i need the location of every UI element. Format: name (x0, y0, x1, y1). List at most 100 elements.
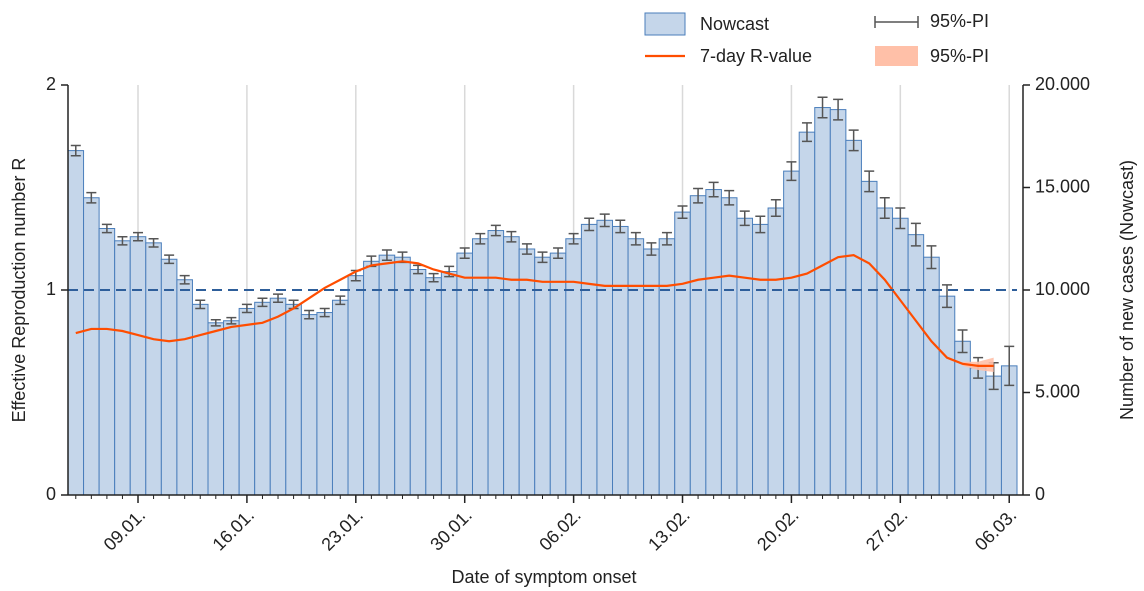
bar (440, 271, 458, 496)
legend-swatch (644, 12, 686, 36)
bar (814, 107, 831, 496)
error-bar (490, 224, 501, 237)
bar (378, 254, 396, 496)
bar (300, 314, 318, 496)
x-tick-label: 09.01. (100, 505, 150, 555)
bar (363, 260, 380, 496)
y2-tick-label: 10.000 (1035, 279, 1090, 299)
bar (845, 139, 862, 496)
bar (347, 275, 365, 496)
error-bar (770, 199, 781, 217)
bar (316, 312, 333, 496)
error-bar (677, 205, 688, 219)
error-bar (910, 222, 921, 247)
error-bar (615, 219, 626, 234)
y2-tick-label: 15.000 (1035, 176, 1090, 196)
error-bar (739, 210, 750, 227)
error-bar (786, 161, 797, 182)
error-bar (864, 170, 875, 193)
bar (160, 258, 178, 496)
bar (503, 236, 520, 496)
bar (720, 197, 738, 496)
error-bar (319, 307, 330, 318)
bar (767, 207, 785, 496)
y-tick-label: 1 (46, 279, 56, 299)
error-bar (148, 238, 159, 248)
error-bar (335, 295, 346, 306)
bar (67, 150, 85, 496)
error-bar (117, 235, 128, 246)
error-bar (195, 299, 206, 310)
error-bar (257, 297, 268, 308)
x-tick-label: 13.02. (644, 505, 694, 555)
error-bar (133, 231, 144, 242)
x-tick-label: 16.01. (209, 505, 259, 555)
y-tick-label: 0 (46, 484, 56, 504)
bar (612, 225, 629, 496)
legend-swatch (875, 46, 918, 66)
legend-label: Nowcast (700, 14, 769, 34)
bar (736, 217, 754, 496)
bar (829, 109, 847, 496)
bar (752, 223, 769, 496)
error-bar (568, 232, 579, 245)
x-axis-label: Date of symptom onset (451, 567, 636, 587)
x-tick-label: 20.02. (753, 505, 803, 555)
error-bar (226, 316, 237, 325)
error-bar (879, 197, 890, 219)
error-bar (101, 223, 112, 234)
error-bar (693, 187, 704, 204)
error-bar (755, 215, 766, 234)
bar (923, 256, 940, 496)
error-bar (506, 230, 517, 243)
legend-label: 7-day R-value (700, 46, 812, 66)
error-bar (1004, 345, 1015, 387)
error-bar (833, 98, 844, 121)
bar (907, 234, 925, 496)
r-line (75, 254, 994, 367)
bar (627, 238, 645, 496)
error-bar (210, 318, 221, 327)
error-bar (273, 293, 284, 304)
bar (876, 207, 894, 496)
bar (674, 211, 691, 496)
bar (969, 367, 987, 496)
bar (487, 230, 505, 496)
error-bar (304, 309, 315, 320)
error-bar (164, 254, 175, 265)
error-bar (179, 274, 190, 285)
bar (518, 248, 536, 496)
legend-errorbar (874, 16, 919, 28)
error-bar (428, 272, 439, 283)
error-bar (848, 129, 859, 152)
bar (176, 279, 193, 496)
error-bar (801, 122, 812, 143)
error-bar (941, 284, 952, 309)
error-bar (817, 96, 828, 119)
error-bar (444, 265, 455, 278)
bar (783, 170, 800, 496)
error-bar (475, 232, 486, 245)
y2-axis-label: Number of new cases (Nowcast) (1117, 160, 1137, 420)
y-tick-label: 2 (46, 74, 56, 94)
bar (705, 189, 722, 496)
error-bar (584, 217, 595, 232)
bar (223, 320, 240, 496)
bar (565, 238, 582, 496)
error-bar (926, 245, 937, 270)
bar (860, 180, 878, 496)
x-tick-label: 06.02. (535, 505, 585, 555)
error-bar (895, 207, 906, 230)
bar (269, 297, 287, 496)
y2-tick-label: 0 (1035, 484, 1045, 504)
bar (394, 256, 411, 496)
bar (129, 236, 147, 496)
bar (207, 322, 225, 496)
bar (425, 277, 442, 496)
legend-label: 95%-PI (930, 11, 989, 31)
error-bar (646, 242, 657, 256)
bar (98, 228, 116, 496)
error-bar (241, 303, 252, 314)
bar (892, 217, 909, 496)
